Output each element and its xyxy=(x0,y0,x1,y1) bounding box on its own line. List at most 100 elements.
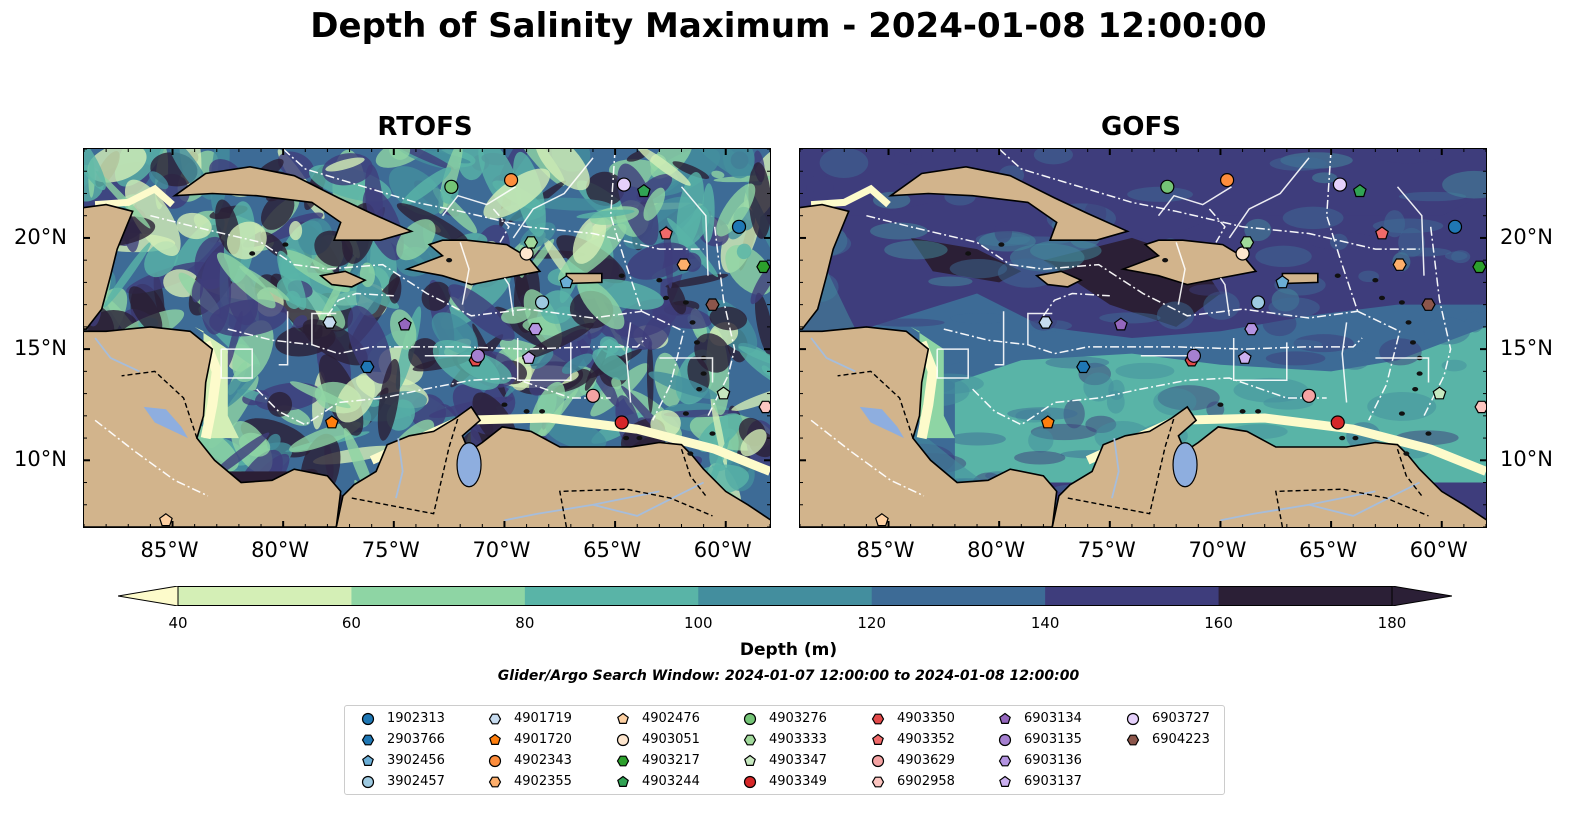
float-marker-4903276[interactable] xyxy=(444,179,459,194)
float-marker-4902476[interactable] xyxy=(158,513,173,527)
float-marker-4903347[interactable] xyxy=(716,386,731,400)
legend-marker-icon xyxy=(743,734,757,745)
float-marker-4901719[interactable] xyxy=(322,316,337,329)
float-marker-4903333[interactable] xyxy=(523,236,539,249)
legend-label: 4903347 xyxy=(769,753,827,768)
float-marker-6903135[interactable] xyxy=(470,348,485,363)
colorbar-bar xyxy=(117,585,1453,607)
legend-label: 4901719 xyxy=(514,711,572,726)
legend-entry: 4903629 xyxy=(871,753,955,768)
float-marker-3902457[interactable] xyxy=(1250,295,1266,310)
float-marker-6903727[interactable] xyxy=(1332,177,1348,192)
float-marker-6903135[interactable] xyxy=(1186,348,1201,363)
float-marker-4902355[interactable] xyxy=(676,258,691,271)
float-marker-4901720[interactable] xyxy=(324,415,339,429)
float-marker-4901719[interactable] xyxy=(1038,316,1053,329)
x-tick-label: 65°W xyxy=(1299,538,1358,562)
y-tick-label-right: 10°N xyxy=(1500,447,1553,472)
colorbar-segment xyxy=(351,586,526,606)
x-tick-label: 85°W xyxy=(856,538,915,562)
float-marker-4903333[interactable] xyxy=(1239,236,1255,249)
float-marker-3902456[interactable] xyxy=(1275,275,1290,289)
float-marker-4903051[interactable] xyxy=(1235,246,1250,261)
float-marker-2903766[interactable] xyxy=(1076,360,1091,374)
float-marker-4903629[interactable] xyxy=(585,388,601,403)
float-marker-6903137[interactable] xyxy=(521,350,536,364)
legend-entry: 4902343 xyxy=(488,753,572,768)
legend-label: 4903333 xyxy=(769,732,827,747)
map-gofs[interactable] xyxy=(799,148,1487,528)
legend-label: 6903135 xyxy=(1024,732,1082,747)
float-marker-6904223[interactable] xyxy=(705,298,720,311)
float-marker-4903217[interactable] xyxy=(1472,260,1486,274)
legend-label: 4902476 xyxy=(642,711,700,726)
float-marker-4903347[interactable] xyxy=(1432,386,1447,400)
legend-label: 4903051 xyxy=(642,732,700,747)
x-tick-label: 70°W xyxy=(472,538,531,562)
y-tick-label-left: 10°N xyxy=(14,447,67,472)
float-marker-6903136[interactable] xyxy=(528,322,543,336)
colorbar-label: Depth (m) xyxy=(739,640,838,660)
legend-marker-icon xyxy=(1126,734,1140,745)
float-marker-4903244[interactable] xyxy=(636,183,651,198)
float-marker-3902456[interactable] xyxy=(559,275,574,289)
float-marker-4903629[interactable] xyxy=(1301,388,1317,403)
legend-entry: 6903137 xyxy=(998,774,1082,789)
legend-marker-icon xyxy=(488,776,502,787)
legend-entry: 4903347 xyxy=(743,753,827,768)
legend-label: 6903137 xyxy=(1024,774,1082,789)
legend-entry: 4901719 xyxy=(488,711,572,726)
land-central xyxy=(800,326,1058,527)
float-marker-4903352[interactable] xyxy=(659,226,673,240)
colorbar-tick-label: 80 xyxy=(515,614,535,632)
map-rtofs[interactable] xyxy=(83,148,771,528)
float-marker-4902343[interactable] xyxy=(1219,173,1235,188)
float-markers xyxy=(874,173,1486,527)
legend-label: 4901720 xyxy=(514,732,572,747)
legend-marker-icon xyxy=(617,712,629,724)
float-marker-4903051[interactable] xyxy=(519,246,534,261)
float-marker-4902476[interactable] xyxy=(874,513,889,527)
legend-entry: 4903244 xyxy=(616,774,700,789)
float-marker-6902958[interactable] xyxy=(758,400,770,414)
colorbar-tick-label: 120 xyxy=(857,614,887,632)
legend-entry: 4902355 xyxy=(488,774,572,789)
float-marker-4902343[interactable] xyxy=(503,173,519,188)
colorbar-tick-label: 180 xyxy=(1377,614,1407,632)
float-marker-4903352[interactable] xyxy=(1375,226,1389,240)
colorbar-tick-label: 100 xyxy=(683,614,713,632)
legend-marker-icon xyxy=(999,775,1011,787)
float-marker-6903134[interactable] xyxy=(1113,317,1128,331)
float-marker-2903766[interactable] xyxy=(360,360,375,374)
float-marker-6904223[interactable] xyxy=(1421,298,1436,311)
float-marker-6903136[interactable] xyxy=(1244,322,1259,336)
map-canvas xyxy=(800,149,1486,527)
x-tick-label: 80°W xyxy=(251,538,310,562)
legend-marker-icon xyxy=(998,733,1012,746)
float-marker-4903276[interactable] xyxy=(1160,179,1175,194)
legend-marker-icon xyxy=(999,712,1011,724)
float-marker-4903244[interactable] xyxy=(1352,183,1367,198)
float-marker-1902313[interactable] xyxy=(1447,219,1463,234)
legend-entry: 2903766 xyxy=(361,732,445,747)
float-marker-6903134[interactable] xyxy=(397,317,412,331)
legend-marker-icon xyxy=(488,713,502,724)
float-marker-4903217[interactable] xyxy=(756,260,770,274)
legend-marker-icon xyxy=(488,754,502,767)
legend-label: 4903352 xyxy=(897,732,955,747)
float-marker-4902355[interactable] xyxy=(1392,258,1407,271)
minor-ticks xyxy=(84,149,770,527)
float-marker-4903349[interactable] xyxy=(614,415,629,430)
float-marker-6903727[interactable] xyxy=(616,177,632,192)
float-marker-4903349[interactable] xyxy=(1330,415,1345,430)
legend-entry: 4901720 xyxy=(488,732,572,747)
float-marker-1902313[interactable] xyxy=(731,219,747,234)
search-window-text: Glider/Argo Search Window: 2024-01-07 12… xyxy=(497,668,1080,684)
float-marker-6903137[interactable] xyxy=(1237,350,1252,364)
float-marker-6902958[interactable] xyxy=(1474,400,1486,414)
x-tick-label: 75°W xyxy=(361,538,420,562)
float-marker-3902457[interactable] xyxy=(534,295,550,310)
float-marker-4901720[interactable] xyxy=(1040,415,1055,429)
float-markers xyxy=(158,173,770,527)
legend-label: 6902958 xyxy=(897,774,955,789)
